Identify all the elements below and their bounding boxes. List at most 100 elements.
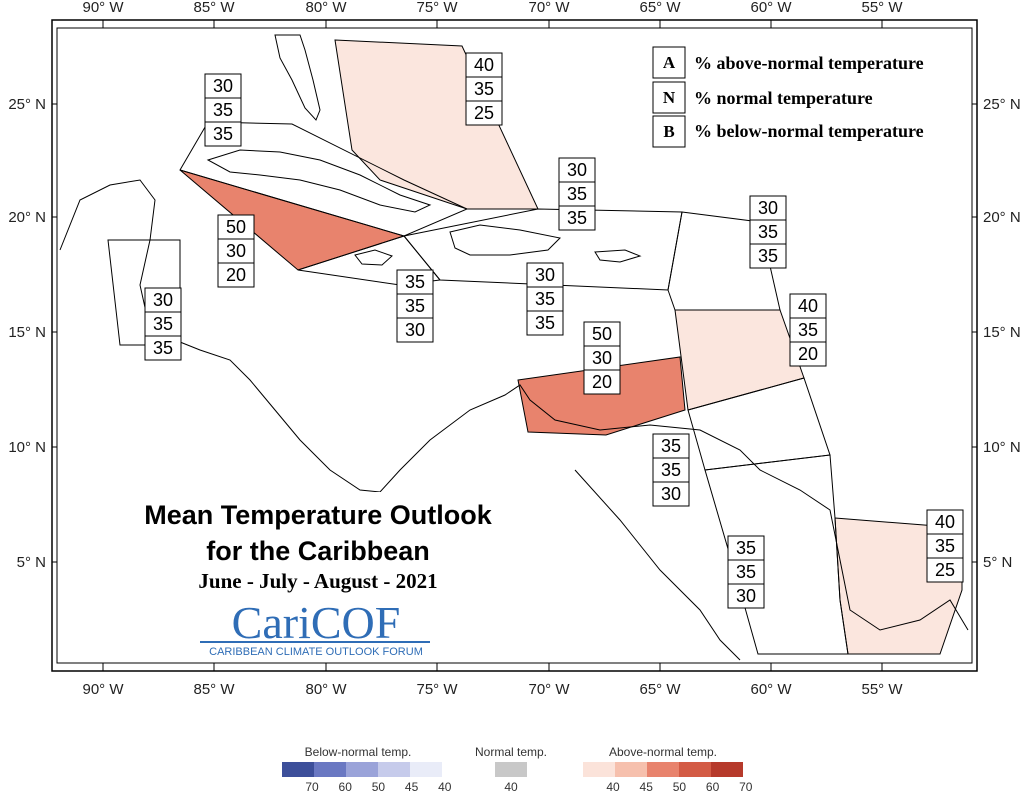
prob-cell-normal: [465, 76, 503, 102]
prob-table-belize: 30 35 35: [144, 287, 182, 361]
prob-below: 25: [474, 103, 494, 123]
prob-above: 30: [153, 290, 173, 310]
below-scale-swatch: [378, 762, 410, 777]
probability-key: A % above-normal temperature N % normal …: [652, 46, 924, 148]
above-scale-tick: 70: [739, 780, 753, 791]
lat-label: 20° N: [983, 209, 1021, 226]
lat-label: 25° N: [983, 96, 1021, 113]
lon-label: 85° W: [193, 681, 235, 698]
prob-cell-normal: [204, 97, 242, 123]
scale-title-normal: Normal temp.: [475, 745, 547, 759]
above-scale-swatch: [583, 762, 615, 777]
lon-label: 75° W: [416, 681, 458, 698]
lon-label: 85° W: [193, 0, 235, 16]
lon-labels-top: 90° W 85° W 80° W 75° W 70° W 65° W 60° …: [82, 0, 903, 16]
prob-normal: 35: [661, 460, 681, 480]
prob-cell-below: [217, 262, 255, 288]
prob-cell-below: [789, 341, 827, 367]
outlook-zones: [107, 39, 963, 655]
prob-above: 30: [567, 160, 587, 180]
below-scale-tick: 70: [305, 780, 319, 791]
map-subtitle: for the Caribbean: [206, 536, 430, 566]
lon-label: 55° W: [861, 0, 903, 16]
prob-above: 35: [405, 272, 425, 292]
map-title-block: Mean Temperature Outlook for the Caribbe…: [90, 492, 540, 660]
lat-label: 15° N: [983, 324, 1021, 341]
prob-cell-above: [583, 321, 621, 347]
below-scale-swatch: [314, 762, 346, 777]
key-text: % above-normal temperature: [694, 53, 924, 73]
prob-cell-below: [526, 310, 564, 336]
scale-title-below: Below-normal temp.: [305, 745, 412, 759]
prob-above: 30: [758, 198, 778, 218]
prob-table-bahamas: 40 35 25: [465, 52, 503, 126]
prob-below: 35: [758, 246, 778, 266]
prob-cell-above: [789, 293, 827, 319]
prob-cell-below: [204, 121, 242, 147]
prob-cell-normal: [396, 293, 434, 319]
cuba-island: [206, 149, 432, 213]
lat-label: 10° N: [8, 439, 46, 456]
lat-labels-left: 25° N 20° N 15° N 10° N 5° N: [8, 96, 46, 571]
prob-above: 35: [661, 436, 681, 456]
prob-cell-above: [652, 433, 690, 459]
jamaica-island: [354, 249, 393, 266]
prob-below: 35: [153, 338, 173, 358]
prob-above: 40: [935, 512, 955, 532]
prob-cell-below: [558, 205, 596, 231]
prob-cell-normal: [583, 345, 621, 371]
prob-below: 35: [535, 313, 555, 333]
prob-normal: 30: [592, 348, 612, 368]
prob-table-turks-caicos: 30 35 35: [558, 157, 596, 231]
key-letter: A: [663, 53, 676, 72]
prob-cell-above: [465, 52, 503, 78]
prob-below: 25: [935, 560, 955, 580]
prob-table-guyana: 35 35 30: [727, 535, 765, 609]
below-scale-swatch: [346, 762, 378, 777]
prob-table-suriname-guiana: 40 35 25: [926, 509, 964, 583]
below-scale-swatch: [282, 762, 314, 777]
prob-below: 35: [213, 124, 233, 144]
tick-marks: [52, 20, 977, 671]
key-letter: N: [663, 88, 676, 107]
zone-leeward: [667, 211, 781, 311]
lon-label: 65° W: [639, 681, 681, 698]
prob-cell-above: [526, 262, 564, 288]
above-scale-tick: 50: [673, 780, 687, 791]
prob-cell-normal: [652, 457, 690, 483]
above-scale-swatch: [711, 762, 743, 777]
prob-normal: 35: [935, 536, 955, 556]
puerto-rico-island: [594, 249, 642, 263]
lon-label: 60° W: [750, 0, 792, 16]
prob-table-cuba: 30 35 35: [204, 73, 242, 147]
prob-normal: 35: [213, 100, 233, 120]
above-scale-tick: 40: [606, 780, 620, 791]
prob-below: 20: [592, 372, 612, 392]
prob-cell-above: [558, 157, 596, 183]
above-scale-tick: 45: [640, 780, 654, 791]
prob-below: 30: [405, 320, 425, 340]
zone-trinidad: [687, 377, 831, 471]
map-inner-border: [56, 27, 973, 664]
lat-label: 15° N: [8, 324, 46, 341]
prob-cell-below: [144, 335, 182, 361]
prob-normal: 35: [405, 296, 425, 316]
prob-above: 30: [213, 76, 233, 96]
prob-cell-below: [727, 583, 765, 609]
prob-table-leeward: 30 35 35: [749, 195, 787, 269]
zone-abc-islands: [517, 356, 686, 436]
lon-label: 70° W: [528, 0, 570, 16]
lon-label: 65° W: [639, 0, 681, 16]
prob-normal: 35: [798, 320, 818, 340]
prob-above: 40: [474, 55, 494, 75]
yucatan-central-america: [59, 179, 969, 631]
lon-label: 90° W: [82, 681, 124, 698]
zone-jamaica: [297, 235, 441, 286]
lat-label: 10° N: [983, 439, 1021, 456]
key-item-above: A % above-normal temperature: [652, 46, 924, 79]
prob-above: 35: [736, 538, 756, 558]
prob-normal: 35: [153, 314, 173, 334]
key-text: % normal temperature: [694, 88, 873, 108]
prob-cell-below: [652, 481, 690, 507]
